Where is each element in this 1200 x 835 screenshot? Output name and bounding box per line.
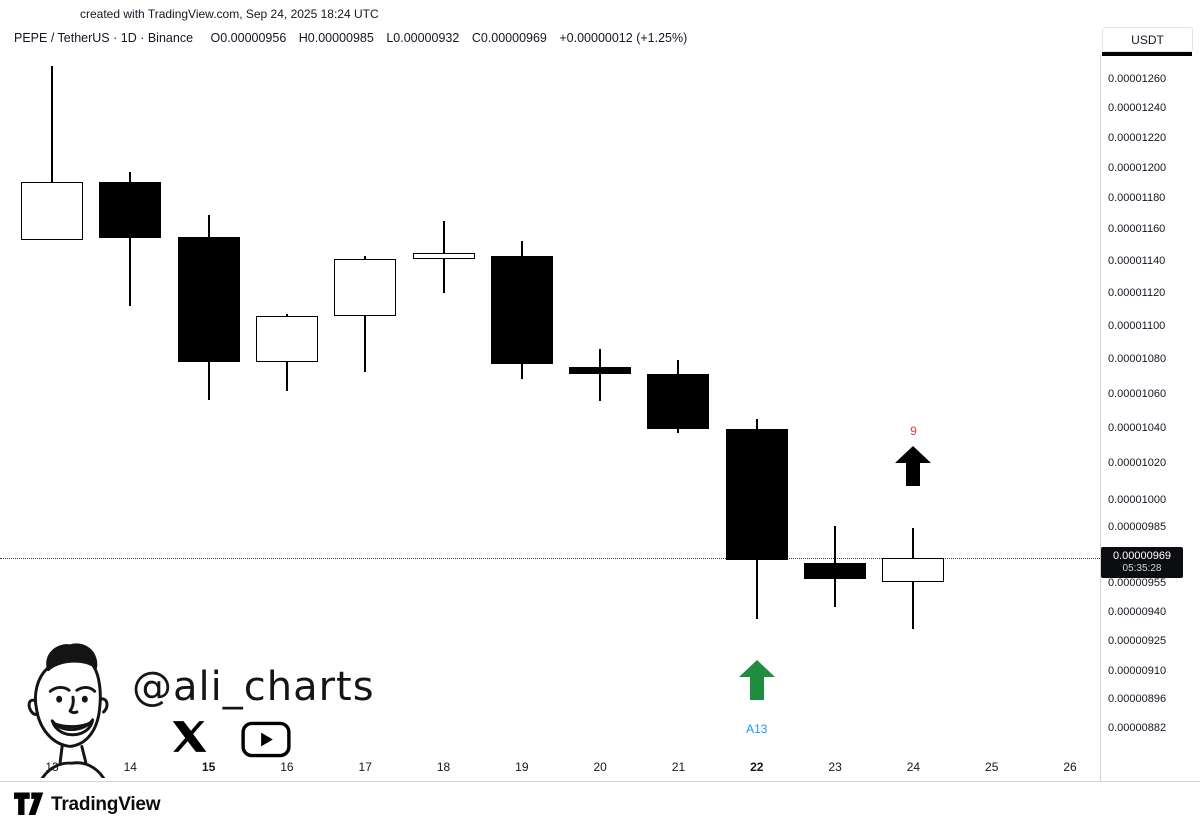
last-price-value: 0.00000969 [1112,549,1172,562]
price-tick: 0.00001020 [1108,457,1167,470]
price-tick: 0.00001120 [1108,287,1166,300]
candle-wick [129,171,132,306]
price-tick: 0.00001220 [1108,131,1167,144]
x-logo-icon [172,718,209,760]
tradingview-logo[interactable]: TradingView [14,792,161,817]
price-tick: 0.00001000 [1108,493,1167,506]
annotation-label: A13 [746,722,768,737]
price-tick: 0.00000896 [1108,693,1167,706]
price-change: +0.00000012 (+1.25%) [559,31,688,45]
arrow-up-annotation [895,446,932,487]
price-axis-top-bar [1102,52,1192,56]
price-axis-border [1100,55,1101,781]
price-tick: 0.00000925 [1108,635,1167,648]
price-tick: 0.00001100 [1108,320,1166,333]
price-tick: 0.00001060 [1108,387,1167,400]
price-axis[interactable]: 0.00001260 0.00001240 0.00001220 0.00001200… [1108,0,1200,835]
symbol-title[interactable]: PEPE / TetherUS · 1D · Binance [14,31,194,45]
arrow-up-annotation [738,660,775,701]
price-tick: 0.00001260 [1108,73,1167,85]
last-price-tag: 0.00000969 05:35:28 [1101,546,1183,578]
price-tick: 0.00001040 [1108,422,1167,435]
watermark-face-sketch [20,640,122,783]
price-tick: 0.00001180 [1108,192,1166,205]
tradingview-mark-icon [14,792,44,815]
candle-body [647,374,710,430]
candle-body [177,236,240,363]
time-axis-border [0,781,1200,782]
currency-toggle-button[interactable]: USDT [1102,27,1193,52]
symbol-info-bar: PEPE / TetherUS · 1D · Binance O0.000009… [14,31,696,45]
price-tick: 0.00000955 [1108,577,1167,590]
ohlc-low: L0.00000932 [386,31,460,45]
price-tick: 0.00000985 [1108,521,1167,534]
price-tick: 0.00001080 [1108,353,1167,366]
candle-body [99,182,162,239]
last-price-line [0,557,1100,559]
candle-body [882,557,945,583]
youtube-logo-icon [240,721,292,763]
price-tick: 0.00001200 [1108,161,1167,174]
annotation-label: 9 [910,424,917,439]
candle-body [255,315,318,363]
candle-body [334,258,397,316]
price-tick: 0.00000910 [1108,665,1167,678]
candle-body [569,367,632,374]
candle-body [490,255,553,364]
price-tick: 0.00000882 [1108,722,1167,734]
price-tick: 0.00000940 [1108,606,1167,619]
price-tick: 0.00001240 [1108,102,1167,115]
ohlc-close: C0.00000969 [471,31,547,45]
candle-body [412,252,475,259]
watermark-handle: @ali_charts [132,664,375,710]
candle-wick [599,348,602,402]
candle-body [804,563,867,579]
candle-body [725,429,788,560]
price-tick: 0.00001160 [1108,223,1166,236]
candle-body [21,182,83,240]
tradingview-brand-text: TradingView [51,793,161,815]
created-caption: created with TradingView.com, Sep 24, 20… [80,7,379,21]
ohlc-open: O0.00000956 [210,31,287,45]
bar-countdown: 05:35:28 [1122,562,1162,574]
price-tick: 0.00001140 [1108,255,1166,268]
ohlc-high: H0.00000985 [298,31,374,45]
candle-wick [51,65,53,240]
